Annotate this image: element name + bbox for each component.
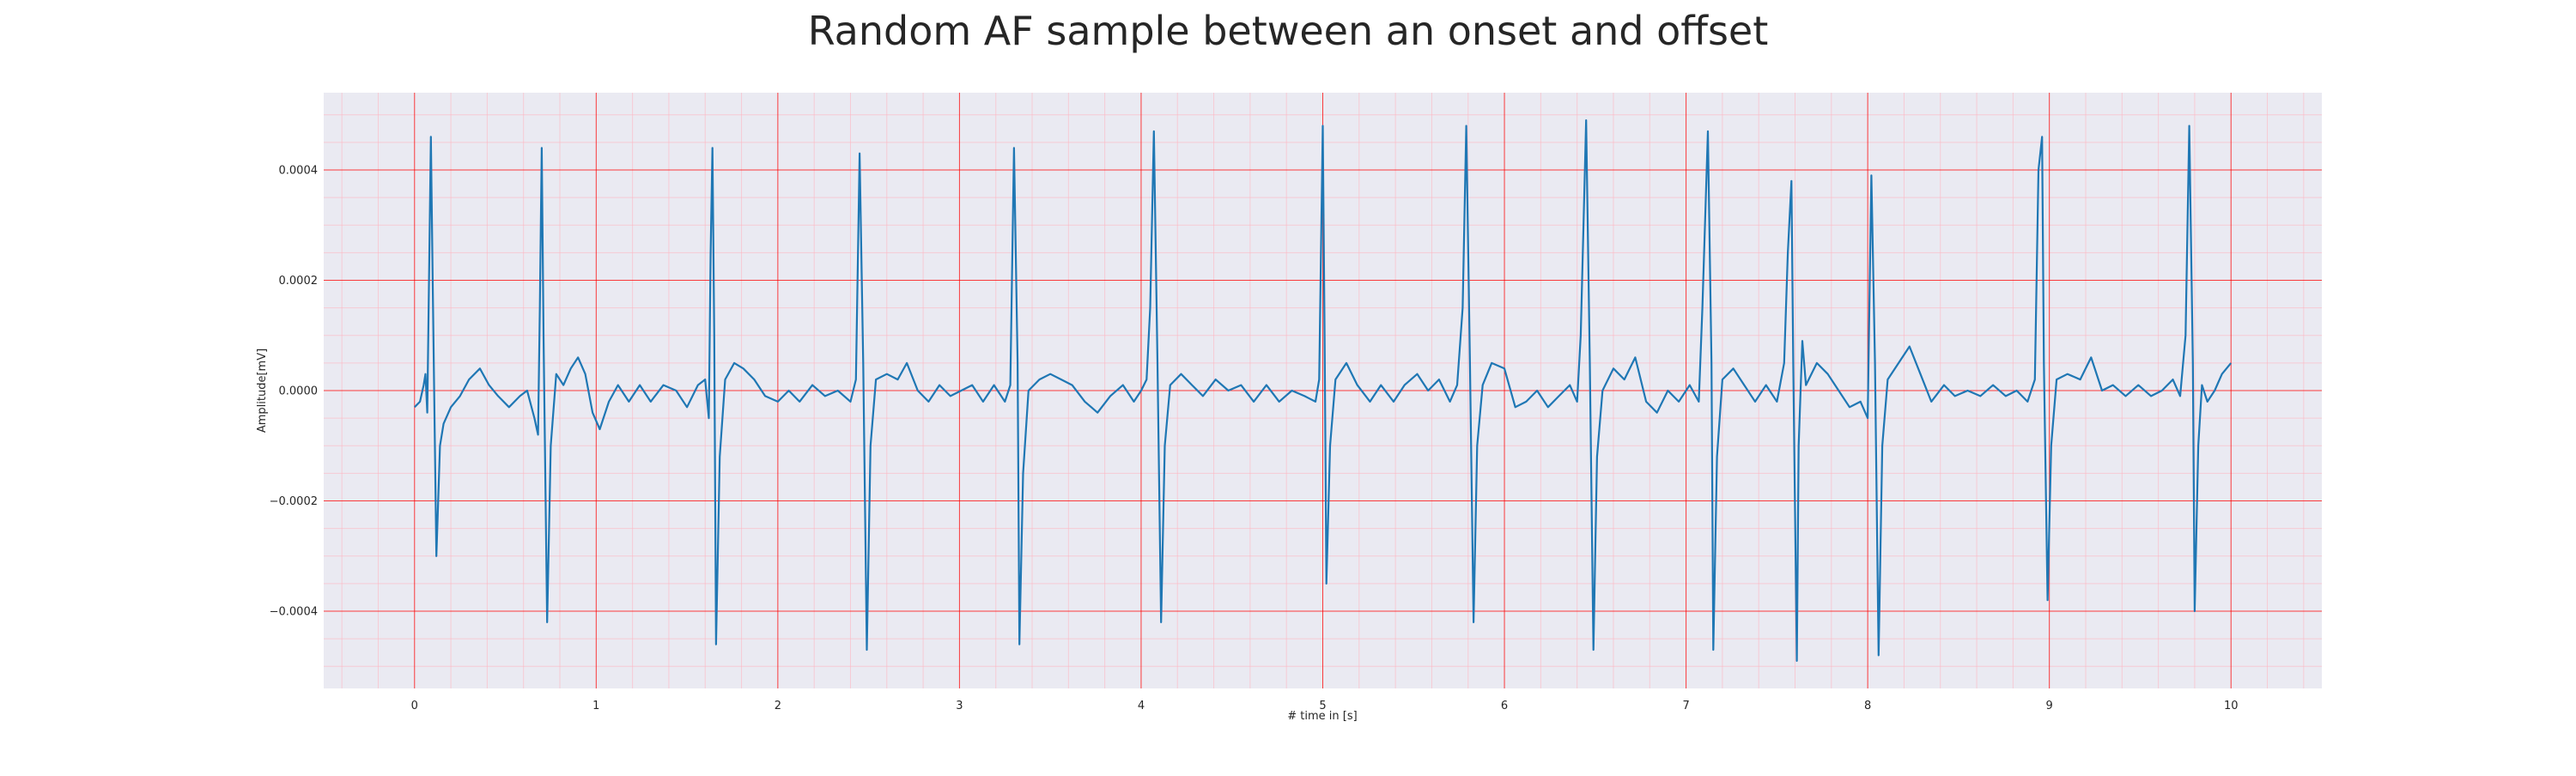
y-tick-label: −0.0004 bbox=[270, 606, 318, 619]
y-axis-ticks: 0.0004 0.0002 0.0000 −0.0002 −0.0004 bbox=[270, 164, 318, 618]
y-tick-label: 0.0002 bbox=[279, 275, 319, 288]
x-tick-label: 1 bbox=[592, 700, 599, 712]
chart-title: Random AF sample between an onset and of… bbox=[808, 8, 1769, 54]
x-tick-label: 5 bbox=[1319, 700, 1326, 712]
y-tick-label: 0.0004 bbox=[279, 164, 319, 177]
y-tick-label: −0.0002 bbox=[270, 495, 318, 508]
x-tick-label: 2 bbox=[775, 700, 781, 712]
x-axis-label: # time in [s] bbox=[1287, 710, 1357, 723]
x-tick-label: 0 bbox=[411, 700, 418, 712]
x-tick-label: 9 bbox=[2046, 700, 2053, 712]
x-tick-label: 7 bbox=[1682, 700, 1689, 712]
x-tick-label: 6 bbox=[1501, 700, 1508, 712]
x-tick-label: 3 bbox=[956, 700, 963, 712]
x-tick-label: 10 bbox=[2224, 700, 2239, 712]
y-axis-label: Amplitude[mV] bbox=[256, 349, 269, 433]
ecg-signal-line bbox=[414, 119, 2233, 662]
y-tick-label: 0.0000 bbox=[279, 385, 319, 398]
x-tick-label: 8 bbox=[1864, 700, 1871, 712]
x-tick-label: 4 bbox=[1138, 700, 1145, 712]
x-axis-ticks: 0 1 2 3 4 5 6 7 8 9 10 bbox=[411, 700, 2239, 712]
